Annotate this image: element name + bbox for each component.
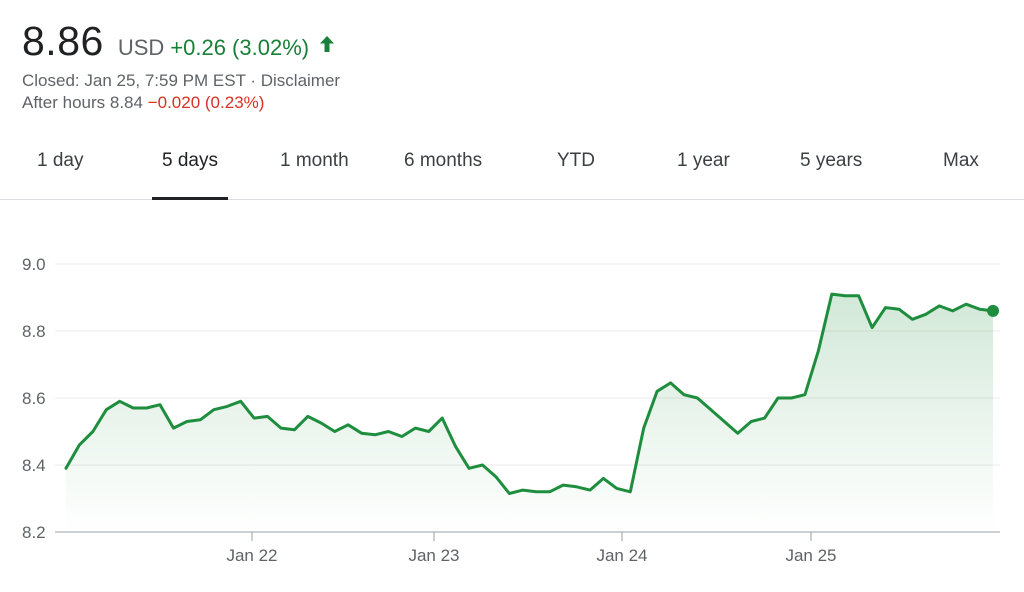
currency-label: USD	[117, 35, 165, 60]
closed-info: Closed: Jan 25, 7:59 PM EST · Disclaimer	[22, 71, 340, 91]
x-tick-label: Jan 23	[408, 546, 459, 565]
y-tick-label: 8.4	[22, 456, 46, 475]
after-hours-price: After hours 8.84	[22, 93, 143, 112]
tab-ytd[interactable]: YTD	[557, 150, 595, 171]
tab-1-year[interactable]: 1 year	[677, 150, 730, 171]
tab-max[interactable]: Max	[943, 150, 979, 171]
x-tick-label: Jan 25	[785, 546, 836, 565]
arrow-up-icon	[320, 35, 335, 52]
y-tick-label: 8.6	[22, 389, 46, 408]
tab-6-months[interactable]: 6 months	[404, 150, 483, 171]
closed-time: Closed: Jan 25, 7:59 PM EST	[22, 71, 246, 90]
price-change: +0.26 (3.02%)	[170, 35, 310, 60]
after-hours-change: −0.020 (0.23%)	[147, 93, 265, 112]
tab-5-days[interactable]: 5 days	[152, 130, 228, 200]
after-hours-info: After hours 8.84 −0.020 (0.23%)	[22, 93, 264, 113]
current-price: 8.86	[22, 18, 104, 64]
x-tick-label: Jan 24	[596, 546, 647, 565]
separator: ·	[245, 71, 261, 90]
tab-1-month[interactable]: 1 month	[280, 150, 349, 171]
quote-header: 8.86 USD +0.26 (3.02%)	[22, 18, 335, 65]
disclaimer-link[interactable]: Disclaimer	[260, 71, 341, 90]
series-area	[66, 294, 993, 532]
tab-1-day[interactable]: 1 day	[37, 150, 84, 171]
last-point-marker	[987, 304, 999, 317]
range-tabs: 1 day 5 days 1 month 6 months YTD 1 year…	[0, 130, 1024, 200]
y-tick-label: 8.2	[22, 523, 46, 542]
tab-5-years[interactable]: 5 years	[800, 150, 863, 171]
y-tick-label: 9.0	[22, 255, 46, 274]
series-line	[64, 292, 995, 495]
y-tick-label: 8.8	[22, 322, 46, 341]
x-tick-label: Jan 22	[226, 546, 277, 565]
